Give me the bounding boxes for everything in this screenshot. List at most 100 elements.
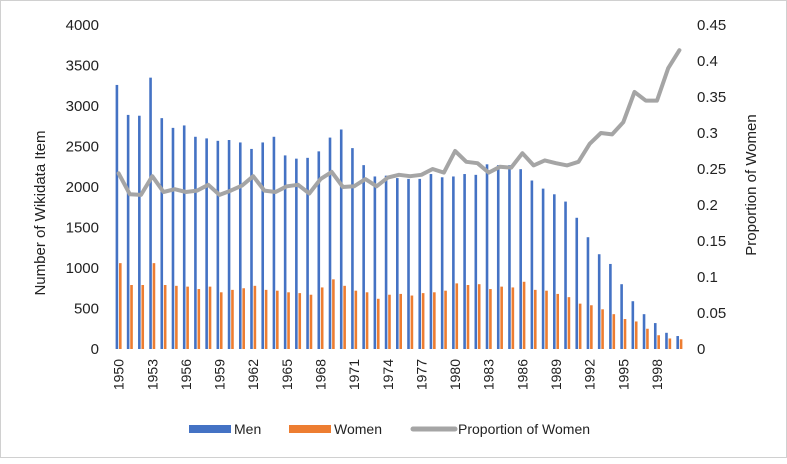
x-tick-label: 1953 <box>144 359 160 390</box>
right-tick-label: 0.4 <box>697 53 718 70</box>
x-tick-label: 1986 <box>514 359 530 390</box>
women-bar <box>455 283 459 349</box>
x-tick-label: 1971 <box>346 359 362 390</box>
women-bar <box>567 297 571 349</box>
men-bar <box>261 142 265 349</box>
women-bar <box>253 285 257 349</box>
men-bar <box>149 77 152 350</box>
men-bar <box>194 136 197 349</box>
women-bar <box>309 294 313 349</box>
men-bar <box>115 84 119 349</box>
x-tick-label: 1992 <box>582 359 598 390</box>
legend-swatch-women <box>289 425 331 433</box>
men-bar <box>171 127 175 350</box>
women-bar <box>433 292 436 349</box>
men-bar <box>418 178 422 349</box>
men-bar <box>182 125 186 349</box>
women-bar <box>175 285 178 349</box>
women-bar <box>354 290 358 349</box>
women-bar <box>556 293 560 349</box>
men-bar <box>508 165 511 349</box>
men-bar <box>160 118 164 350</box>
women-bar <box>477 284 481 349</box>
women-bar <box>489 289 492 349</box>
men-bar <box>238 142 242 349</box>
men-bar <box>351 148 354 349</box>
left-tick-label: 2500 <box>66 139 99 156</box>
x-tick-label: 1962 <box>245 359 261 390</box>
men-bar <box>396 178 399 349</box>
women-bar <box>522 281 526 349</box>
legend: Men Women Proportion of Women <box>189 421 590 437</box>
left-axis-label: Number of Wikidata Item <box>32 130 49 295</box>
left-tick-label: 1500 <box>66 220 99 237</box>
women-bar <box>365 292 369 349</box>
x-tick-label: 1989 <box>548 359 564 390</box>
women-bar <box>679 339 683 349</box>
men-bar <box>620 284 623 349</box>
men-bar <box>339 129 343 349</box>
women-bar <box>646 328 649 349</box>
men-bar <box>429 174 433 349</box>
left-tick-label: 3500 <box>66 58 99 75</box>
women-bar <box>332 279 335 349</box>
men-bar <box>575 217 579 349</box>
right-tick-label: 0.2 <box>697 197 718 214</box>
men-bar <box>407 178 410 349</box>
women-bar <box>421 293 425 349</box>
women-bar <box>601 309 604 349</box>
men-bar <box>564 201 567 349</box>
legend-label-women: Women <box>334 421 382 437</box>
men-bar <box>609 263 612 349</box>
right-axis-label: Proportion of Women <box>743 114 760 255</box>
right-tick-label: 0.45 <box>697 17 726 34</box>
legend-label-men: Men <box>234 421 261 437</box>
left-tick-label: 0 <box>91 341 99 358</box>
women-bar <box>242 288 245 349</box>
men-bar <box>384 175 388 349</box>
x-tick-label: 1968 <box>313 359 329 390</box>
right-tick-label: 0.05 <box>697 305 726 322</box>
women-bar <box>231 289 234 349</box>
proportion-line <box>116 48 682 197</box>
men-bars <box>115 77 679 350</box>
women-bar <box>264 289 268 349</box>
men-bar <box>485 164 489 349</box>
women-bar <box>376 298 380 349</box>
women-bar <box>668 338 672 349</box>
men-bar <box>665 332 668 349</box>
left-tick-label: 1000 <box>66 260 99 277</box>
x-tick-label: 1980 <box>447 359 463 390</box>
men-bar <box>250 148 253 349</box>
women-bar <box>197 289 201 349</box>
right-tick-label: 0 <box>697 341 705 358</box>
men-bar <box>138 115 141 349</box>
men-bar <box>642 314 646 349</box>
women-bars <box>119 263 683 349</box>
women-bar <box>657 335 660 349</box>
men-bar <box>474 174 478 349</box>
women-bar <box>287 292 290 349</box>
men-bar <box>631 301 635 349</box>
women-bar <box>208 286 212 349</box>
women-bar <box>410 295 414 349</box>
women-bar <box>444 290 447 349</box>
men-bar <box>519 169 522 349</box>
left-axis-ticks: 0 500 1000 1500 2000 2500 3000 3500 4000 <box>66 17 99 358</box>
left-tick-label: 2000 <box>66 179 99 196</box>
men-bar <box>530 180 534 349</box>
women-bar <box>219 292 223 349</box>
men-bar <box>597 254 601 349</box>
x-tick-label: 1959 <box>212 359 228 390</box>
women-bar <box>578 303 582 349</box>
x-tick-label: 1974 <box>380 359 396 390</box>
women-bar <box>399 293 402 349</box>
women-bar <box>545 290 548 349</box>
men-bar <box>328 137 332 349</box>
women-bar <box>119 263 122 349</box>
x-axis-ticks: 1950 1953 1956 1959 1962 1965 1968 1971 1974 1977… <box>111 359 665 390</box>
legend-swatch-men <box>189 425 231 433</box>
men-bar <box>295 158 298 349</box>
x-tick-label: 1983 <box>481 359 497 390</box>
